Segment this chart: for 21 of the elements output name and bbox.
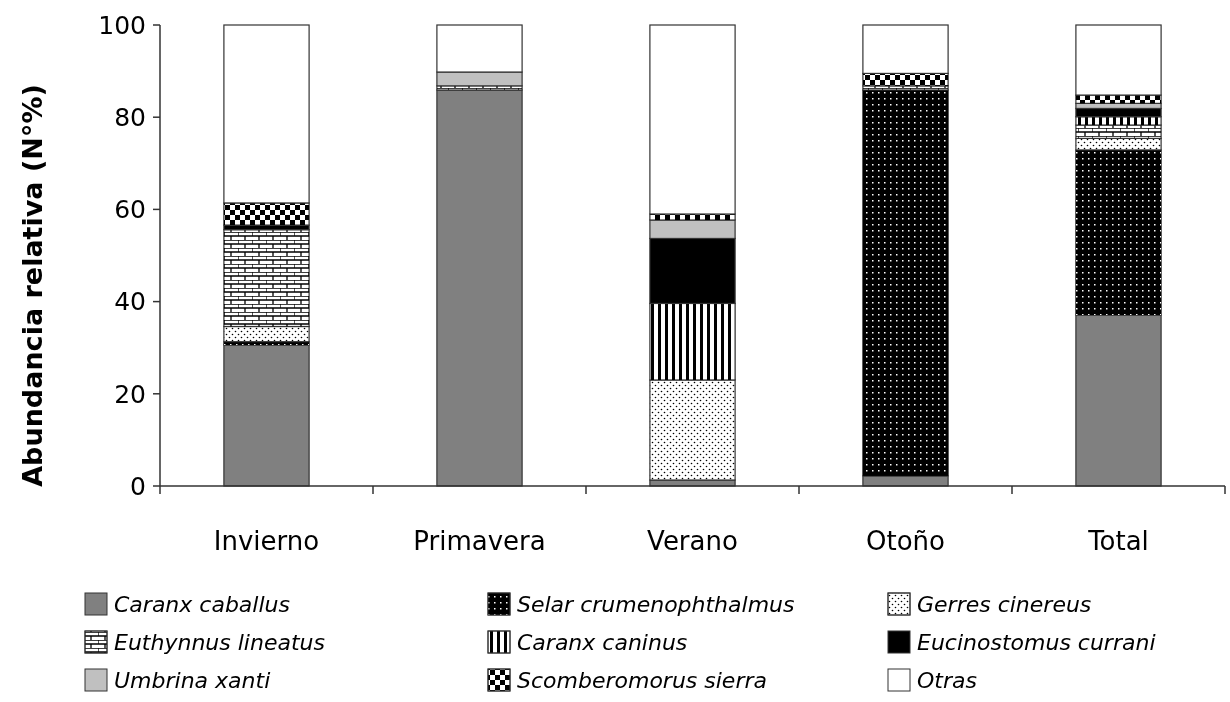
y-tick-label: 40 (114, 287, 146, 317)
y-tick-label: 80 (114, 102, 146, 132)
legend-label: Scomberomorus sierra (517, 667, 767, 693)
y-tick-label: 60 (114, 195, 146, 225)
y-tick-label: 20 (114, 379, 146, 409)
legend-label: Otras (917, 667, 977, 693)
x-tick-label: Verano (647, 526, 738, 556)
legend-label: Euthynnus lineatus (114, 629, 325, 655)
legend-label: Eucinostomus currani (917, 629, 1156, 655)
y-tick-label: 100 (98, 10, 146, 40)
legend-label: Umbrina xanti (114, 667, 271, 693)
x-tick-label: Primavera (413, 526, 546, 556)
legend-label: Gerres cinereus (917, 591, 1092, 617)
legend-label: Selar crumenophthalmus (517, 591, 795, 617)
legend-label: Caranx caballus (114, 591, 290, 617)
x-tick-label: Invierno (213, 526, 320, 556)
x-tick-label: Total (1087, 526, 1149, 556)
y-tick-label: 0 (130, 471, 146, 501)
y-axis-title: Abundancia relativa (N°%) (17, 84, 48, 487)
x-tick-label: Otoño (866, 526, 945, 556)
legend-label: Caranx caninus (517, 629, 688, 655)
